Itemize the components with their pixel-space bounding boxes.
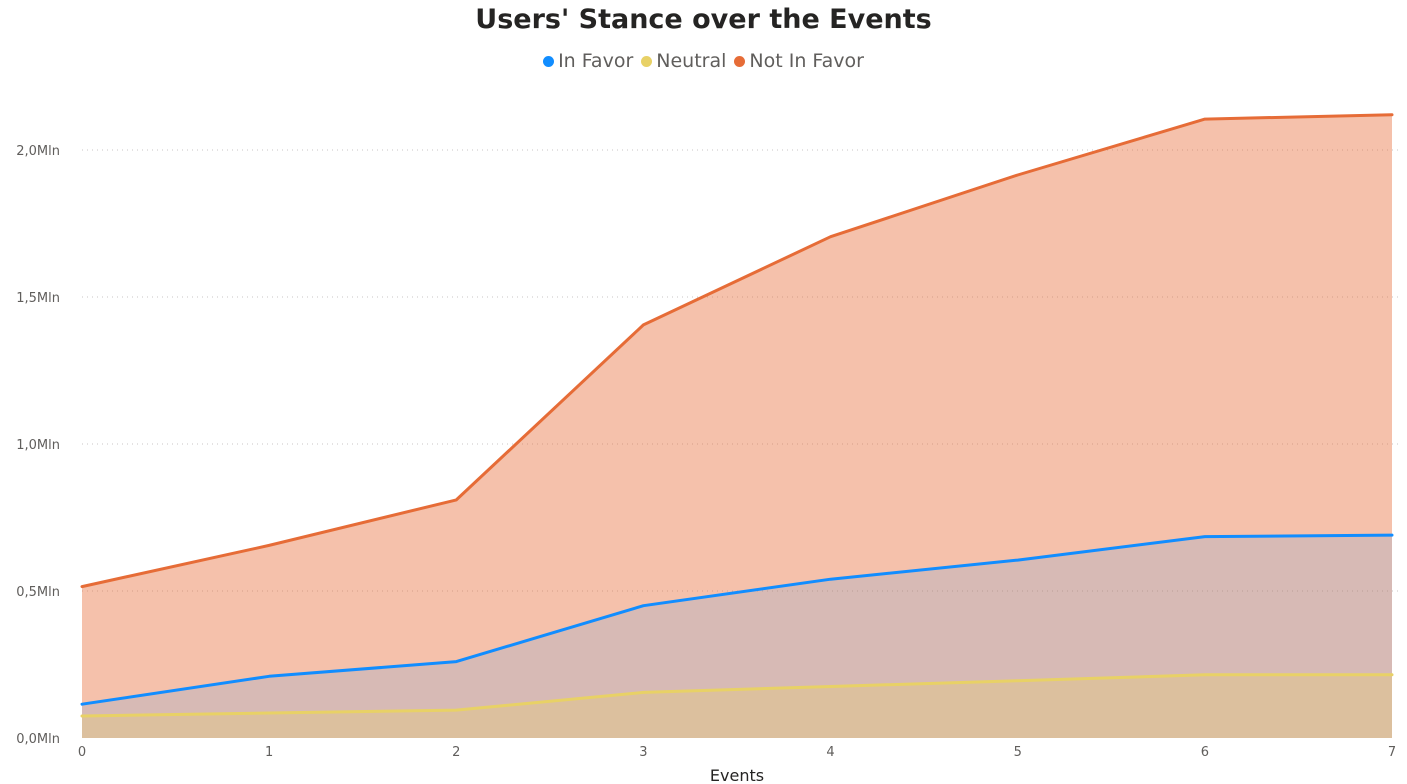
x-tick-label: 7 bbox=[1388, 745, 1396, 760]
x-tick-label: 1 bbox=[265, 745, 273, 760]
line-neutral bbox=[80, 673, 1394, 718]
x-tick-label: 4 bbox=[826, 745, 834, 760]
series-lines bbox=[80, 113, 1394, 718]
legend-label-not-in-favor: Not In Favor bbox=[749, 50, 864, 72]
legend-item-in-favor[interactable]: In Favor bbox=[543, 50, 633, 72]
legend-marker-neutral bbox=[641, 55, 653, 67]
y-axis: 0,0Mln 0,5Mln 1,0Mln 1,5Mln 2,0Mln bbox=[16, 144, 60, 747]
x-axis: 0 1 2 3 4 5 6 7 bbox=[78, 745, 1396, 760]
x-tick-label: 0 bbox=[78, 745, 86, 760]
legend-label-neutral: Neutral bbox=[656, 50, 727, 72]
legend-label-in-favor: In Favor bbox=[558, 50, 634, 72]
legend: In Favor Neutral Not In Favor bbox=[0, 50, 1407, 72]
y-tick-label: 2,0Mln bbox=[16, 144, 60, 159]
gridlines bbox=[82, 149, 1402, 592]
x-axis-title: Events bbox=[710, 766, 764, 784]
area-not-in-favor bbox=[82, 114, 1392, 738]
area-neutral bbox=[82, 674, 1392, 738]
chart-title: Users' Stance over the Events bbox=[475, 4, 932, 35]
y-tick-label: 0,5Mln bbox=[16, 585, 60, 600]
series-areas bbox=[82, 114, 1392, 738]
x-tick-label: 3 bbox=[639, 745, 647, 760]
line-in-favor bbox=[80, 533, 1394, 706]
legend-marker-not-in-favor bbox=[734, 55, 746, 67]
y-tick-label: 0,0Mln bbox=[16, 732, 60, 747]
x-tick-label: 2 bbox=[452, 745, 460, 760]
y-tick-label: 1,5Mln bbox=[16, 291, 60, 306]
legend-item-not-in-favor[interactable]: Not In Favor bbox=[734, 50, 864, 72]
x-tick-label: 5 bbox=[1014, 745, 1022, 760]
legend-item-neutral[interactable]: Neutral bbox=[641, 50, 726, 72]
y-tick-label: 1,0Mln bbox=[16, 438, 60, 453]
line-not-in-favor bbox=[80, 113, 1394, 589]
x-tick-label: 6 bbox=[1201, 745, 1209, 760]
area-in-favor bbox=[82, 535, 1392, 738]
legend-marker-in-favor bbox=[543, 55, 555, 67]
